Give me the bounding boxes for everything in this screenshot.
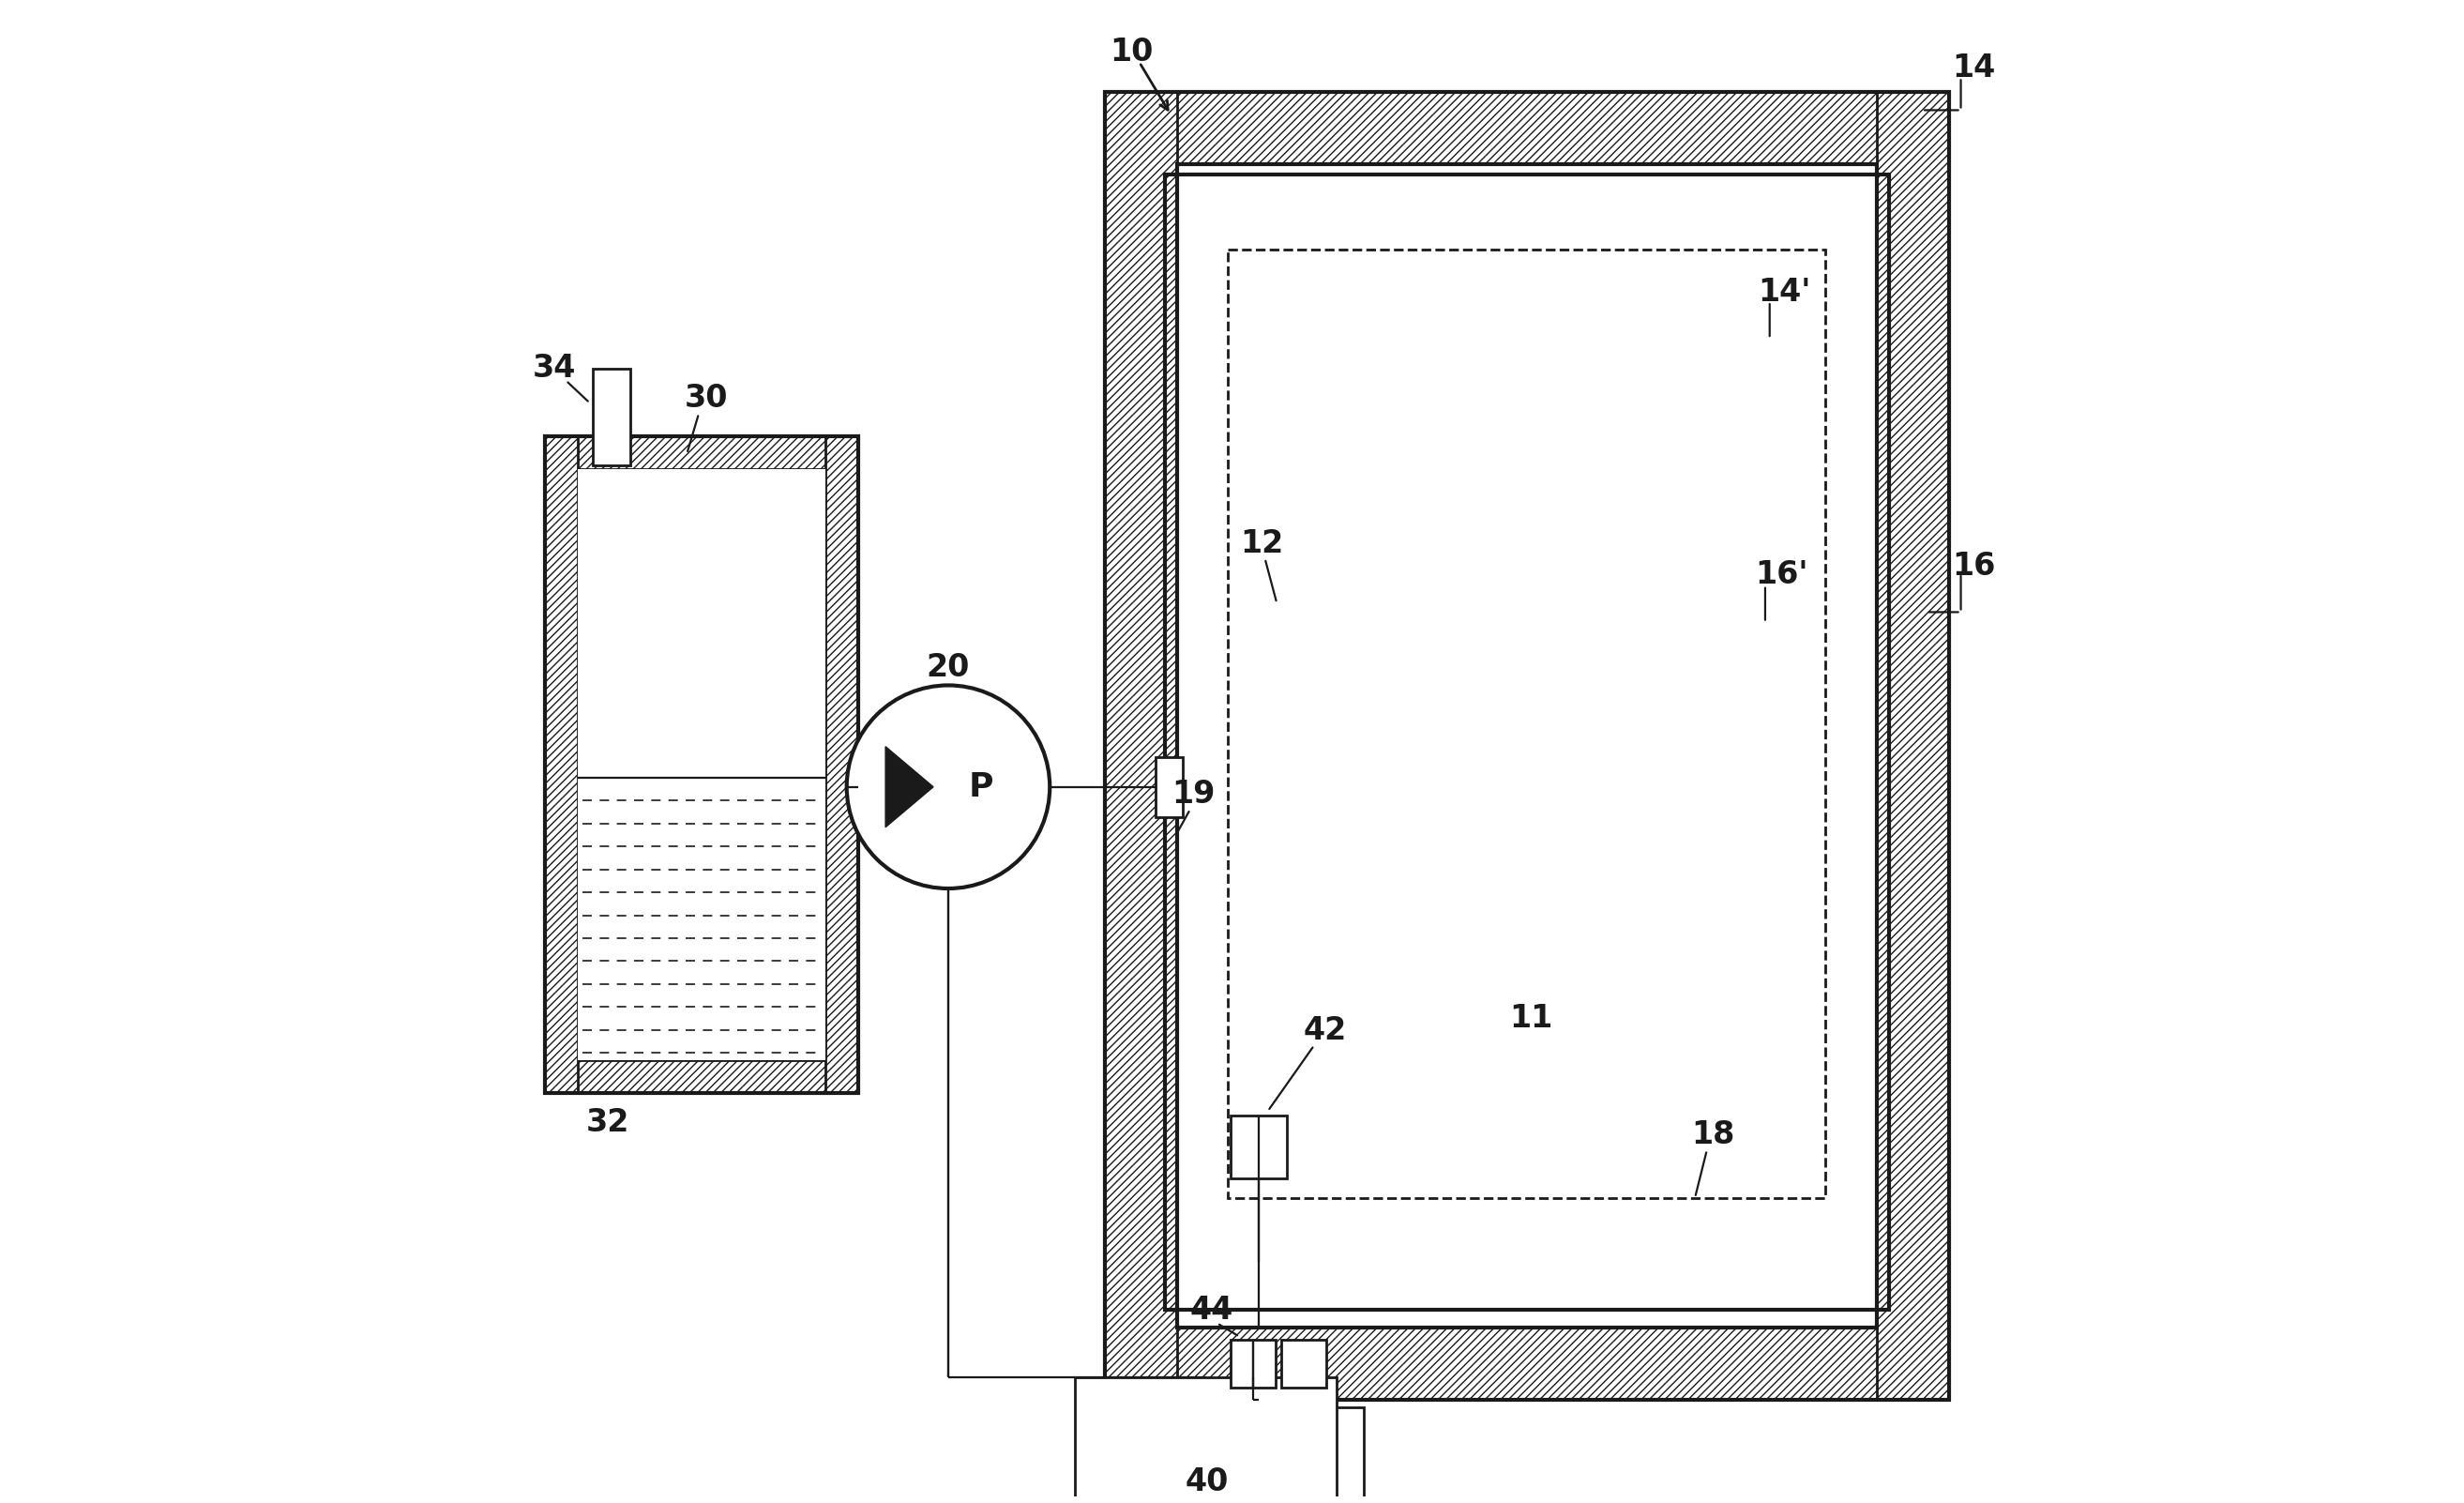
Circle shape: [848, 685, 1050, 888]
Bar: [1165, 174, 1212, 1309]
Text: 16: 16: [1951, 550, 1996, 582]
Bar: [545, 1060, 857, 1093]
Text: 14': 14': [1759, 277, 1811, 308]
Text: 42: 42: [1303, 1015, 1345, 1046]
Text: 11: 11: [1508, 1003, 1552, 1034]
Bar: [1212, 222, 1841, 1263]
Bar: [579, 469, 825, 1060]
Text: 10: 10: [1111, 36, 1153, 68]
Bar: [1165, 174, 1890, 222]
Bar: [545, 436, 579, 1093]
Text: 44: 44: [1190, 1294, 1232, 1326]
Bar: [1841, 174, 1890, 1309]
Bar: [1227, 249, 1826, 1198]
Text: 12: 12: [1239, 528, 1284, 559]
Bar: [1165, 1263, 1890, 1309]
Bar: [545, 436, 857, 469]
Text: 14: 14: [1951, 53, 1996, 84]
Bar: [545, 436, 857, 1093]
Bar: [825, 436, 857, 1093]
Bar: [1101, 1407, 1363, 1503]
Bar: [1178, 164, 1878, 1327]
Polygon shape: [885, 747, 934, 827]
Bar: [1230, 1339, 1276, 1387]
Bar: [1104, 92, 1949, 164]
Bar: [1156, 758, 1183, 816]
Bar: [1165, 174, 1890, 1309]
Text: 34: 34: [532, 353, 577, 385]
Bar: [1104, 92, 1949, 1399]
Text: 18: 18: [1690, 1120, 1735, 1150]
Text: P: P: [968, 771, 993, 803]
Bar: [1104, 92, 1178, 1399]
Bar: [1281, 1339, 1326, 1387]
Bar: [594, 368, 631, 466]
Text: 19: 19: [1170, 779, 1215, 810]
Bar: [1878, 92, 1949, 1399]
Bar: [1104, 1327, 1949, 1399]
Bar: [1074, 1377, 1335, 1503]
Text: 30: 30: [685, 383, 727, 413]
Text: 16': 16': [1754, 559, 1809, 591]
Bar: [1230, 1115, 1286, 1178]
Text: 32: 32: [586, 1108, 628, 1138]
Text: 20: 20: [926, 652, 971, 682]
Text: 40: 40: [1185, 1465, 1230, 1497]
